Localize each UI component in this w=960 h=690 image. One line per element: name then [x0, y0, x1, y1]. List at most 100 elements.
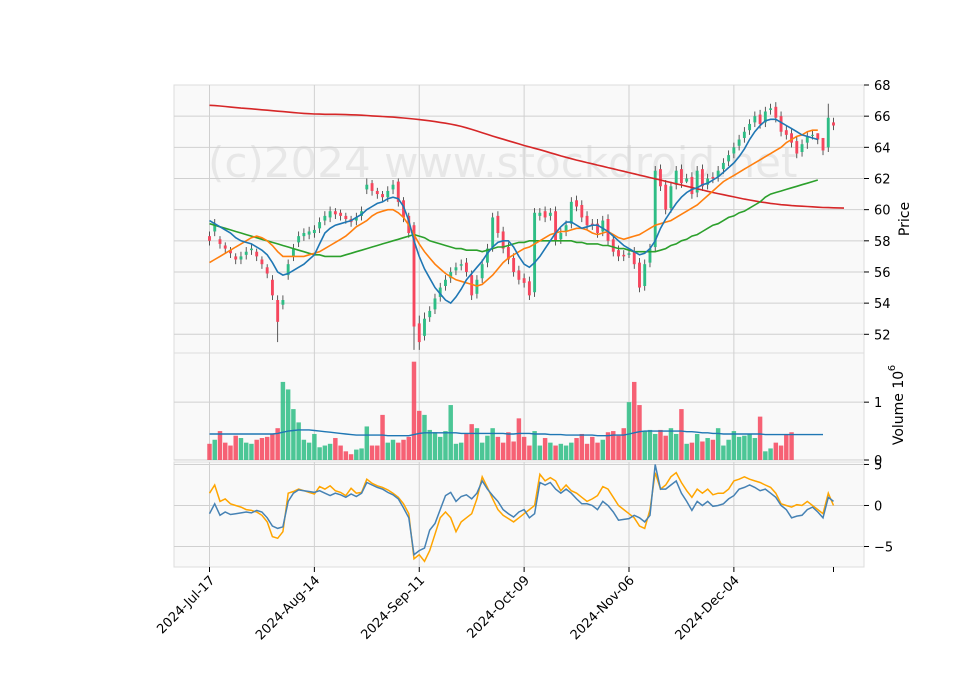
- candle-body: [517, 270, 521, 280]
- volume-bar: [259, 438, 265, 460]
- volume-bar: [605, 432, 611, 460]
- volume-ma-line: [209, 429, 823, 437]
- candle-body: [459, 264, 463, 266]
- price-tick-label: 52: [874, 328, 891, 343]
- candle-body: [512, 257, 516, 272]
- candle-body: [596, 223, 599, 234]
- candle-body: [585, 215, 589, 226]
- candle-body: [291, 248, 295, 257]
- candle-body: [769, 108, 773, 110]
- volume-bar: [238, 438, 244, 460]
- candle-body: [229, 250, 232, 254]
- candle-body: [270, 279, 274, 296]
- volume-bar: [579, 433, 585, 460]
- volume-bar: [291, 409, 296, 460]
- volume-bar: [778, 445, 784, 460]
- ma-long-line: [209, 104, 845, 209]
- candle-body: [648, 248, 652, 263]
- volume-bar: [243, 442, 249, 460]
- volume-bar: [736, 436, 742, 460]
- candle-body: [606, 219, 610, 241]
- candle-body: [732, 147, 736, 154]
- volume-bar: [752, 438, 758, 460]
- candle-body: [370, 183, 374, 191]
- candle-body: [564, 225, 568, 232]
- candle-body: [307, 231, 311, 235]
- volume-bar: [763, 451, 768, 460]
- candle-body: [402, 200, 405, 218]
- volume-bar: [616, 435, 621, 460]
- volume-bar: [228, 445, 233, 460]
- volume-bar: [396, 442, 401, 460]
- candle-body: [208, 236, 211, 241]
- candle-body: [444, 279, 447, 286]
- candle-body: [302, 233, 306, 237]
- volume-bar: [322, 445, 328, 460]
- volume-bar: [637, 405, 642, 460]
- candle-body: [323, 215, 327, 221]
- candle-body: [643, 264, 647, 286]
- volume-bar: [375, 445, 380, 460]
- candle-body: [742, 131, 746, 138]
- candle-body: [790, 133, 793, 143]
- volume-bar: [553, 445, 558, 460]
- candle-body: [622, 254, 626, 257]
- candle-body: [638, 262, 641, 288]
- volume-bar: [327, 443, 333, 460]
- candle-body: [250, 248, 253, 251]
- ma-fast-line: [209, 118, 819, 305]
- x-tick-label: 2024-Nov-06: [568, 573, 638, 643]
- volume-bar: [715, 428, 721, 460]
- candle-body: [611, 239, 615, 252]
- volume-bar: [359, 448, 364, 460]
- volume-bar: [694, 433, 700, 460]
- oscillator-line-b: [208, 471, 835, 563]
- candle-body: [575, 200, 579, 207]
- volume-bar: [600, 439, 606, 460]
- candle-body: [679, 169, 683, 184]
- volume-bar: [621, 428, 626, 460]
- volume-bar: [422, 414, 427, 460]
- candle-body: [428, 310, 432, 318]
- volume-bar: [511, 441, 516, 460]
- candle-body: [286, 264, 290, 276]
- volume-bar: [521, 436, 527, 460]
- candle-body: [632, 251, 636, 265]
- volume-bar: [427, 429, 432, 460]
- volume-bar: [453, 443, 459, 460]
- volume-bar: [527, 445, 532, 460]
- volume-bar: [742, 435, 747, 460]
- volume-bar: [254, 439, 259, 460]
- candle-body: [464, 262, 468, 272]
- volume-bar: [595, 442, 600, 460]
- volume-bar: [590, 436, 595, 460]
- volume-bar: [411, 361, 417, 460]
- candle-body: [391, 184, 395, 190]
- candle-body: [312, 229, 316, 234]
- volume-bar: [390, 439, 396, 460]
- candle-body: [223, 245, 227, 249]
- oscillator-tick-label: −5: [874, 540, 893, 555]
- ma-mid-line: [209, 129, 818, 287]
- volume-bar: [469, 424, 474, 460]
- candle-body: [480, 264, 484, 279]
- price-axis-label: Price: [897, 202, 913, 236]
- volume-bar: [212, 439, 217, 460]
- volume-bar: [506, 432, 511, 460]
- candle-body: [281, 300, 285, 305]
- candle-body: [695, 170, 699, 193]
- volume-bar: [747, 433, 752, 460]
- candle-body: [816, 133, 820, 140]
- volume-bar: [443, 431, 448, 460]
- volume-bar: [417, 410, 422, 460]
- candle-body: [721, 162, 725, 170]
- volume-bar: [731, 431, 737, 460]
- volume-bar: [548, 442, 553, 460]
- candle-body: [800, 144, 804, 152]
- candle-body: [333, 211, 337, 215]
- candle-body: [260, 259, 264, 265]
- candle-body: [601, 220, 605, 232]
- candle-body: [811, 134, 814, 136]
- candle-body: [297, 236, 301, 243]
- volume-bar: [437, 436, 443, 460]
